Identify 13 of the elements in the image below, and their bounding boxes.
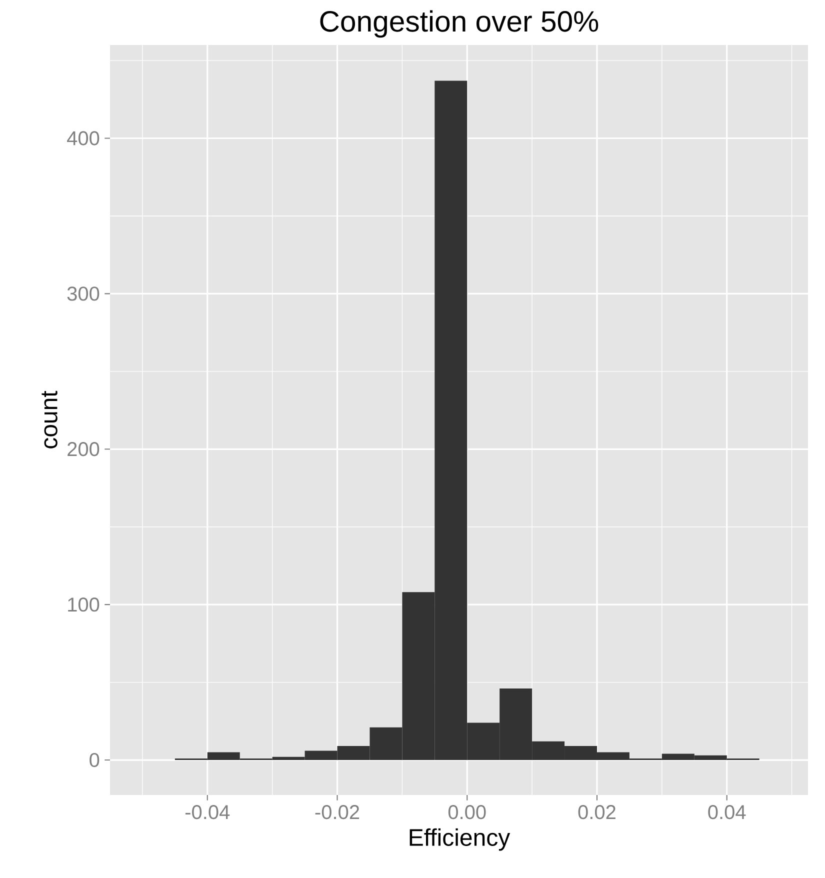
- x-tick-label: -0.04: [185, 805, 230, 820]
- chart-title: Congestion over 50%: [320, 10, 598, 38]
- x-tick-label: 0.02: [578, 805, 616, 820]
- y-tick-label: 0: [90, 752, 100, 768]
- y-tick-label: 400: [67, 131, 100, 146]
- y-tick-label: 300: [67, 286, 100, 301]
- y-tick-label: 100: [68, 598, 100, 612]
- x-tick-label: 0.00: [448, 805, 486, 820]
- y-axis-title: count: [42, 390, 58, 448]
- x-tick-label: 0.04: [708, 805, 746, 820]
- x-tick-label: -0.02: [315, 805, 360, 820]
- x-axis-title: Efficiency: [410, 828, 510, 851]
- y-tick-label: 200: [68, 442, 100, 456]
